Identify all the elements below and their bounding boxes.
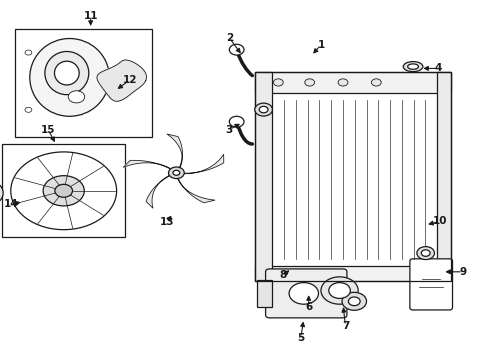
Polygon shape (178, 179, 215, 203)
Circle shape (68, 91, 85, 103)
Bar (255, 72, 451, 93)
Circle shape (338, 79, 348, 86)
Circle shape (305, 79, 315, 86)
FancyBboxPatch shape (266, 269, 347, 318)
Circle shape (417, 247, 435, 260)
Polygon shape (167, 134, 182, 167)
Text: 5: 5 (297, 333, 304, 343)
FancyBboxPatch shape (410, 259, 453, 310)
Bar (257, 280, 272, 307)
Circle shape (259, 106, 268, 113)
Circle shape (25, 50, 32, 55)
Text: 3: 3 (226, 125, 233, 135)
Circle shape (229, 44, 244, 55)
Text: 13: 13 (159, 217, 174, 228)
Polygon shape (185, 154, 224, 174)
Bar (255, 72, 272, 281)
Circle shape (371, 79, 381, 86)
Text: 10: 10 (433, 216, 447, 226)
Circle shape (43, 176, 84, 206)
Bar (15, 29, 152, 137)
Text: 12: 12 (122, 75, 137, 85)
Circle shape (421, 250, 430, 256)
Ellipse shape (403, 62, 423, 72)
Text: 1: 1 (318, 40, 324, 50)
Text: 8: 8 (280, 270, 287, 280)
Text: 11: 11 (83, 11, 98, 21)
Circle shape (321, 277, 358, 304)
Circle shape (289, 283, 318, 304)
Circle shape (173, 170, 180, 175)
Ellipse shape (54, 61, 79, 85)
Circle shape (255, 103, 272, 116)
Circle shape (25, 107, 32, 112)
Text: 2: 2 (226, 33, 233, 43)
Bar (255, 72, 451, 281)
Ellipse shape (408, 64, 418, 69)
Bar (437, 72, 451, 281)
Bar (255, 266, 451, 281)
Circle shape (273, 79, 283, 86)
Bar (2, 144, 125, 238)
Text: 14: 14 (3, 199, 18, 210)
Circle shape (348, 297, 360, 306)
Polygon shape (97, 60, 147, 101)
Polygon shape (123, 160, 171, 169)
Ellipse shape (45, 51, 89, 95)
Ellipse shape (30, 39, 109, 116)
Circle shape (55, 184, 73, 197)
Text: 9: 9 (460, 267, 466, 277)
Circle shape (169, 167, 184, 179)
Circle shape (329, 283, 350, 298)
Text: 15: 15 (41, 125, 55, 135)
Text: 7: 7 (342, 321, 349, 331)
Text: 6: 6 (305, 302, 312, 312)
Circle shape (229, 116, 244, 127)
Polygon shape (146, 176, 169, 208)
Text: 4: 4 (435, 63, 442, 73)
Circle shape (342, 292, 367, 310)
Circle shape (0, 179, 3, 207)
